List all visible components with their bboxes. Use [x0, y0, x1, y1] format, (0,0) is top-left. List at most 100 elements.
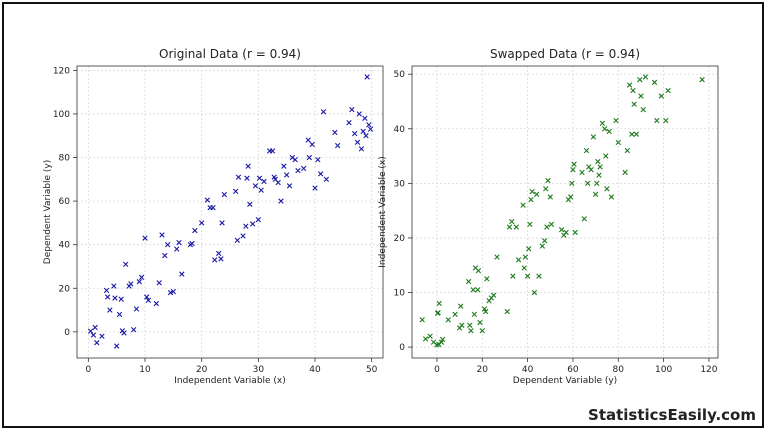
data-point: [615, 139, 621, 146]
data-point: [358, 146, 365, 152]
data-point: [306, 154, 313, 161]
data-point: [468, 328, 474, 334]
data-point: [107, 307, 113, 313]
data-point: [504, 308, 510, 315]
data-point: [198, 220, 205, 226]
data-point: [567, 194, 574, 200]
data-point: [104, 294, 111, 300]
data-point: [606, 128, 612, 135]
data-point: [300, 165, 307, 172]
y-tick-label: 120: [53, 66, 70, 76]
data-point: [295, 167, 301, 174]
y-tick-label: 0: [399, 343, 405, 353]
data-point: [317, 171, 324, 177]
data-point: [422, 336, 429, 342]
data-point: [123, 261, 129, 267]
data-point: [642, 74, 649, 80]
data-point: [595, 158, 601, 165]
data-point: [490, 292, 497, 298]
data-point: [470, 287, 476, 293]
data-point: [536, 273, 542, 279]
data-point: [570, 167, 576, 173]
data-point: [435, 310, 441, 316]
data-point: [334, 142, 341, 149]
data-point: [513, 224, 519, 230]
y-tick-label: 40: [394, 125, 406, 135]
data-point: [144, 294, 150, 300]
data-point: [482, 308, 489, 315]
plot-area: [76, 65, 384, 359]
data-point: [533, 191, 540, 197]
data-point: [506, 224, 513, 230]
data-point: [608, 194, 615, 200]
y-tick-label: 20: [59, 284, 71, 294]
data-point: [312, 185, 318, 191]
x-tick-label: 40: [522, 365, 534, 375]
data-point: [541, 237, 548, 244]
data-point: [526, 246, 532, 252]
x-tick-label: 80: [613, 365, 625, 375]
data-point: [592, 191, 599, 197]
x-axis-label: Dependent Variable (y): [513, 376, 617, 386]
data-point: [320, 109, 327, 115]
data-point: [524, 273, 531, 279]
data-point: [245, 163, 251, 169]
data-point: [292, 157, 298, 163]
data-point: [544, 224, 550, 230]
data-point: [235, 174, 242, 180]
data-point: [569, 180, 575, 187]
data-point: [133, 306, 140, 312]
data-point: [510, 273, 516, 279]
x-tick-label: 120: [700, 365, 717, 375]
data-point: [218, 256, 224, 262]
data-point: [164, 241, 171, 248]
y-tick-label: 60: [59, 197, 71, 207]
plot-area: [411, 65, 719, 359]
data-point: [465, 278, 472, 285]
data-point: [315, 157, 321, 163]
data-point: [232, 188, 239, 194]
data-point: [529, 188, 535, 195]
data-point: [459, 322, 465, 328]
data-point: [332, 129, 338, 136]
y-tick-label: 20: [394, 234, 406, 244]
data-point: [539, 243, 546, 249]
y-tick-label: 50: [394, 70, 406, 80]
y-tick-label: 100: [53, 110, 70, 120]
data-point: [215, 250, 222, 257]
data-point: [156, 280, 162, 286]
x-tick-label: 0: [85, 365, 91, 375]
data-point: [477, 319, 483, 326]
x-axis-label: Independent Variable (x): [174, 376, 286, 386]
data-point: [362, 115, 368, 121]
data-point: [479, 328, 485, 334]
data-point: [527, 221, 533, 227]
data-point: [622, 169, 628, 176]
data-point: [351, 130, 358, 137]
data-point: [192, 227, 198, 234]
data-point: [522, 254, 529, 260]
data-point: [349, 106, 355, 113]
brand-label: StatisticsEasily.com: [588, 406, 756, 424]
data-point: [548, 221, 555, 227]
data-point: [654, 117, 660, 124]
data-point: [604, 186, 610, 192]
data-point: [219, 220, 225, 226]
data-point: [699, 76, 705, 83]
data-point: [346, 119, 352, 126]
data-point: [545, 177, 551, 184]
data-point: [599, 120, 606, 126]
data-point: [189, 240, 195, 247]
data-point: [637, 76, 643, 83]
data-point: [275, 179, 281, 186]
data-point: [261, 178, 267, 185]
x-tick-label: 60: [567, 365, 579, 375]
data-point: [145, 297, 152, 303]
data-point: [515, 257, 522, 263]
data-point: [234, 237, 241, 244]
x-tick-label: 30: [253, 365, 265, 375]
data-point: [170, 288, 177, 295]
data-point: [597, 164, 603, 170]
data-point: [665, 87, 671, 94]
data-point: [367, 126, 374, 132]
